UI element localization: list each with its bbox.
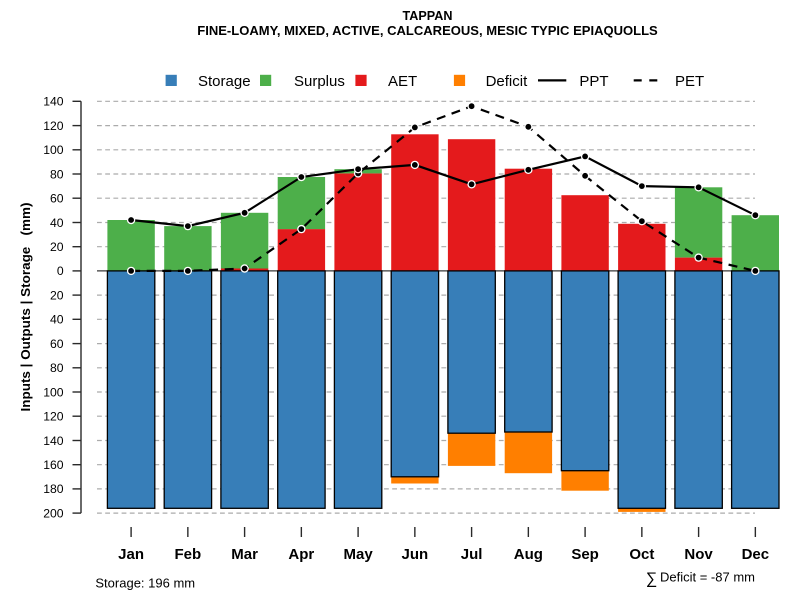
svg-text:200: 200 <box>43 506 64 520</box>
svg-text:Nov: Nov <box>684 546 713 563</box>
svg-text:Feb: Feb <box>175 546 202 563</box>
svg-text:120: 120 <box>43 410 64 424</box>
svg-text:60: 60 <box>50 192 64 206</box>
svg-text:140: 140 <box>43 95 64 109</box>
svg-text:100: 100 <box>43 385 64 399</box>
svg-text:PET: PET <box>675 73 704 90</box>
svg-text:40: 40 <box>50 313 64 327</box>
svg-text:Inputs | Outputs | Storage (: Inputs | Outputs | Storage (mm) <box>19 202 33 411</box>
svg-text:80: 80 <box>50 361 64 375</box>
svg-text:0: 0 <box>57 264 64 278</box>
svg-text:120: 120 <box>43 119 64 133</box>
svg-text:100: 100 <box>43 143 64 157</box>
svg-text:Surplus: Surplus <box>294 73 345 90</box>
svg-text:Jan: Jan <box>118 546 144 563</box>
svg-text:Apr: Apr <box>288 546 314 563</box>
svg-text:May: May <box>344 546 374 563</box>
svg-text:AET: AET <box>388 73 417 90</box>
svg-text:Dec: Dec <box>742 546 770 563</box>
svg-text:140: 140 <box>43 434 64 448</box>
svg-text:Oct: Oct <box>629 546 654 563</box>
svg-text:80: 80 <box>50 167 64 181</box>
svg-text:Jul: Jul <box>461 546 483 563</box>
svg-text:20: 20 <box>50 240 64 254</box>
svg-text:Storage: Storage <box>198 73 251 90</box>
svg-text:FINE-LOAMY, MIXED, ACTIVE, CAL: FINE-LOAMY, MIXED, ACTIVE, CALCAREOUS, M… <box>197 23 658 38</box>
svg-text:Deficit = -87 mm: Deficit = -87 mm <box>660 570 755 585</box>
svg-text:Mar: Mar <box>231 546 258 563</box>
svg-text:160: 160 <box>43 458 64 472</box>
svg-text:Deficit: Deficit <box>486 73 529 90</box>
svg-text:40: 40 <box>50 216 64 230</box>
svg-text:Jun: Jun <box>402 546 429 563</box>
svg-text:TAPPAN: TAPPAN <box>403 9 453 23</box>
svg-text:180: 180 <box>43 482 64 496</box>
svg-text:Aug: Aug <box>514 546 543 563</box>
svg-text:∑: ∑ <box>646 570 657 587</box>
svg-text:20: 20 <box>50 288 64 302</box>
svg-text:PPT: PPT <box>579 73 608 90</box>
svg-text:Sep: Sep <box>571 546 599 563</box>
svg-text:Storage: 196 mm: Storage: 196 mm <box>95 576 195 591</box>
svg-text:60: 60 <box>50 337 64 351</box>
